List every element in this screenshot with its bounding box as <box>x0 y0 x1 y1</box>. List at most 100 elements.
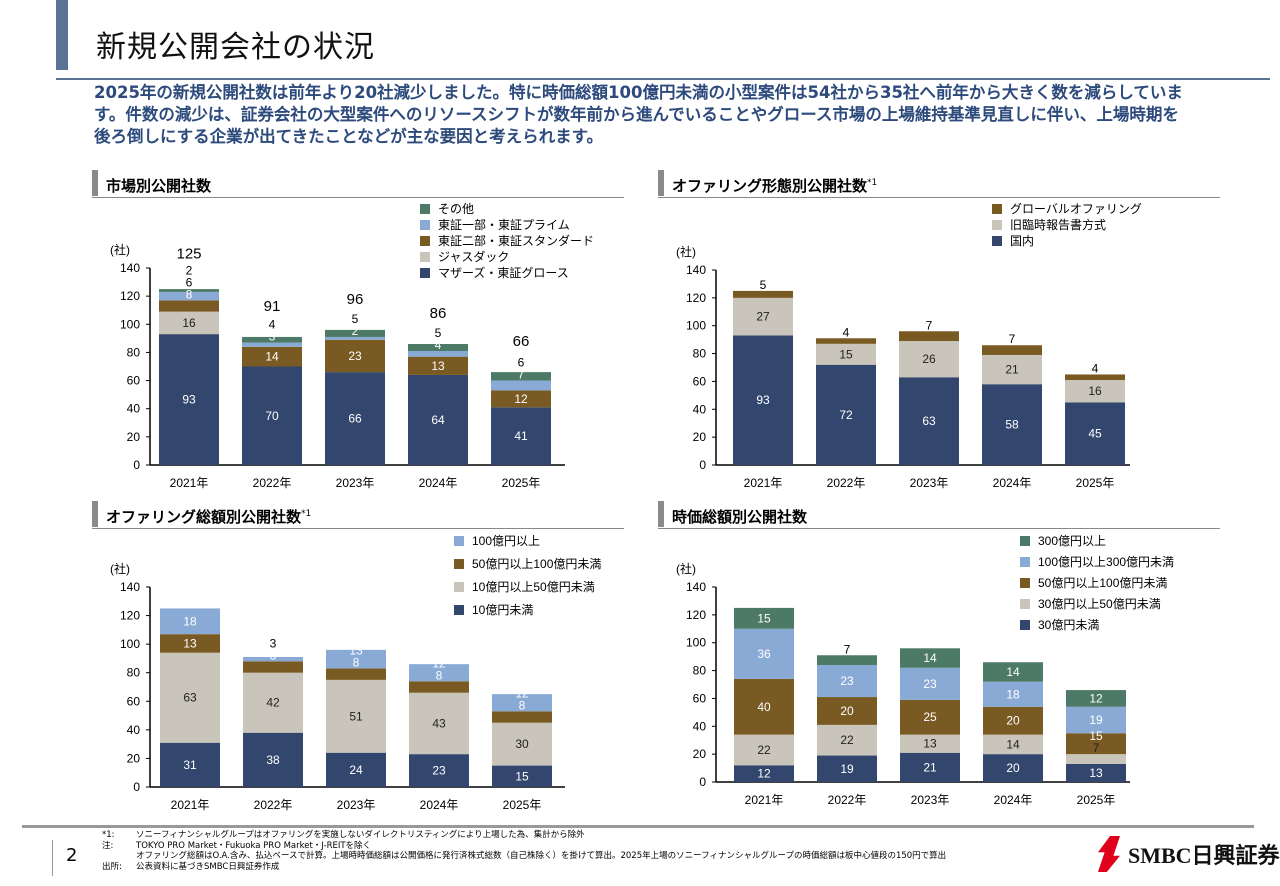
legend-label: 10億円以上50億円未満 <box>472 580 595 594</box>
y-tick-label: 140 <box>686 580 706 594</box>
legend-label: 東証一部・東証プライム <box>438 217 570 232</box>
legend-swatch <box>420 268 430 278</box>
data-label: 51 <box>349 709 363 723</box>
legend-label: マザーズ・東証グロース <box>438 265 569 280</box>
data-label: 14 <box>1006 737 1020 751</box>
bar-segment <box>242 346 302 367</box>
footnote-key: 出所: <box>102 861 122 872</box>
y-tick-label: 100 <box>120 317 140 331</box>
data-label: 5 <box>352 312 359 326</box>
bar-segment <box>409 664 469 682</box>
bar-segment <box>1066 754 1126 764</box>
legend-swatch <box>420 236 430 246</box>
data-label: 58 <box>1005 418 1019 432</box>
bar-segment <box>243 732 303 787</box>
y-tick-label: 100 <box>686 636 706 650</box>
y-tick-label: 80 <box>127 345 141 359</box>
y-tick-label: 120 <box>120 609 140 623</box>
data-label: 23 <box>432 764 446 778</box>
data-label: 8 <box>353 655 360 669</box>
y-tick-label: 120 <box>120 289 140 303</box>
data-label: 16 <box>1088 384 1102 398</box>
data-label: 36 <box>757 647 771 661</box>
data-label: 18 <box>1006 687 1020 701</box>
bar-segment <box>1065 380 1125 403</box>
data-label: 12 <box>514 392 528 406</box>
x-tick-label: 2024年 <box>994 793 1033 807</box>
x-tick-label: 2021年 <box>171 798 210 812</box>
bar-segment <box>409 754 469 787</box>
bar-segment <box>1066 690 1126 707</box>
data-label: 7 <box>1093 741 1100 755</box>
legend-label: 30億円以上50億円未満 <box>1038 597 1161 611</box>
bar-segment <box>817 665 877 698</box>
total-label: 66 <box>513 333 530 350</box>
legend-swatch <box>1020 557 1030 567</box>
data-label: 19 <box>840 762 854 776</box>
bar-segment <box>817 697 877 725</box>
bar-segment <box>734 734 794 766</box>
legend-label: 30億円未満 <box>1038 618 1099 632</box>
data-label: 4 <box>1092 361 1099 375</box>
data-label: 12 <box>432 656 446 670</box>
bar-segment <box>733 297 793 336</box>
legend-swatch <box>454 559 464 569</box>
bar-segment <box>242 366 302 465</box>
data-label: 24 <box>349 763 363 777</box>
data-label: 7 <box>926 318 933 332</box>
x-tick-label: 2025年 <box>1077 793 1116 807</box>
x-tick-label: 2022年 <box>827 476 866 490</box>
bar-segment <box>325 336 385 340</box>
legend-swatch <box>454 605 464 615</box>
bar-segment <box>491 407 551 465</box>
bar-segment <box>816 364 876 465</box>
data-label: 5 <box>435 326 442 340</box>
x-tick-label: 2024年 <box>419 476 458 490</box>
data-label: 72 <box>839 408 853 422</box>
bar-segment <box>325 372 385 465</box>
bar-segment <box>983 662 1043 682</box>
data-label: 7 <box>518 368 525 382</box>
data-label: 8 <box>519 698 526 712</box>
y-tick-label: 100 <box>686 319 706 333</box>
x-tick-label: 2021年 <box>745 793 784 807</box>
bar-segment <box>408 343 468 352</box>
y-tick-label: 140 <box>686 263 706 277</box>
bar-segment <box>408 356 468 375</box>
legend-swatch <box>420 252 430 262</box>
bar-segment <box>734 765 794 782</box>
y-tick-label: 60 <box>127 374 141 388</box>
data-label: 12 <box>757 767 771 781</box>
data-label: 12 <box>1089 691 1103 705</box>
data-label: 14 <box>1006 665 1020 679</box>
footnote-key: *1: <box>102 830 115 840</box>
bar-segment <box>242 336 302 343</box>
data-label: 21 <box>1005 363 1019 377</box>
data-label: 18 <box>183 614 197 628</box>
logo-text: SMBC日興証券 <box>1128 843 1280 868</box>
bar-segment <box>326 649 386 669</box>
bar-segment <box>325 339 385 373</box>
legend-label: 50億円以上100億円未満 <box>472 557 601 571</box>
bar-segment <box>408 351 468 357</box>
data-label: 8 <box>270 648 277 662</box>
footnote-text: ソニーフィナンシャルグループはオファリングを実施しないダイレクトリスティングによ… <box>136 830 585 840</box>
bar-segment <box>983 706 1043 735</box>
bar-segment <box>1066 733 1126 755</box>
footnote: 注: TOKYO PRO Market・Fukuoka PRO Market・J-… <box>102 841 1092 852</box>
bar-segment <box>899 377 959 465</box>
footer-divider <box>22 825 1254 828</box>
data-label: 15 <box>757 611 771 625</box>
bar-segment <box>159 289 219 292</box>
legend-label: グローバルオファリング <box>1010 202 1142 216</box>
footnotes: *1: ソニーフィナンシャルグループはオファリングを実施しないダイレクトリスティン… <box>102 830 1092 872</box>
x-tick-label: 2023年 <box>910 476 949 490</box>
x-tick-label: 2023年 <box>911 793 950 807</box>
bar-segment <box>159 311 219 335</box>
bar-segment <box>409 692 469 755</box>
y-tick-label: 0 <box>133 458 140 472</box>
data-label: 43 <box>432 716 446 730</box>
data-label: 13 <box>183 636 197 650</box>
y-tick-label: 120 <box>686 291 706 305</box>
